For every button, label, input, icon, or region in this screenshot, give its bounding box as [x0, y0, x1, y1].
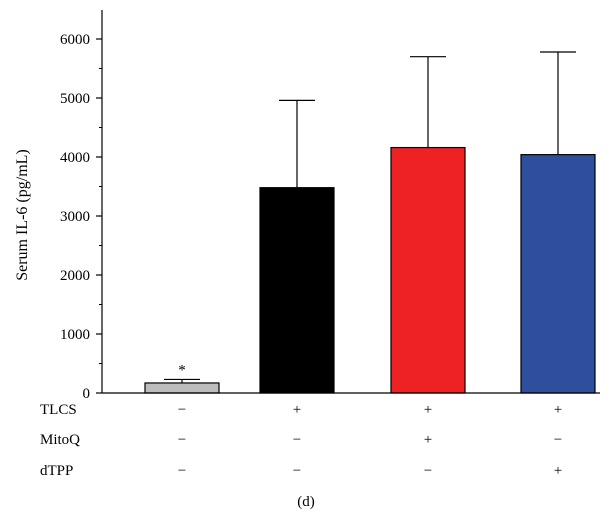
- figure-caption: (d): [297, 494, 315, 510]
- y-tick-label: 0: [83, 386, 91, 402]
- condition-label: TLCS: [40, 402, 77, 418]
- condition-marker: −: [424, 463, 432, 479]
- condition-marker: −: [293, 463, 301, 479]
- condition-marker: −: [178, 432, 186, 448]
- y-tick-label: 3000: [60, 209, 90, 225]
- y-tick-label: 4000: [60, 150, 90, 166]
- condition-marker: +: [554, 402, 562, 418]
- condition-marker: +: [554, 463, 562, 479]
- y-tick-label: 6000: [60, 32, 90, 48]
- bars: [144, 146, 596, 394]
- condition-marker: −: [178, 402, 186, 418]
- y-axis-ticks: 0 1000 2000 3000 4000 5000 6000: [60, 32, 102, 402]
- annotations: *: [178, 362, 186, 378]
- y-tick-label: 5000: [60, 91, 90, 107]
- bar: [520, 154, 596, 394]
- y-tick-label: 1000: [60, 327, 90, 343]
- condition-marker: +: [293, 402, 301, 418]
- condition-marker: +: [424, 402, 432, 418]
- y-axis-label: Serum IL-6 (pg/mL): [14, 149, 31, 281]
- condition-marker: −: [178, 463, 186, 479]
- condition-marker: +: [424, 432, 432, 448]
- bar: [144, 382, 220, 394]
- error-bars: [164, 51, 576, 383]
- significance-asterisk: *: [178, 362, 186, 378]
- condition-marker: −: [554, 432, 562, 448]
- bar: [259, 187, 335, 394]
- y-tick-label: 2000: [60, 268, 90, 284]
- condition-label: dTPP: [40, 463, 73, 479]
- condition-table: TLCS − + + + MitoQ − − + − dTPP − − − +: [40, 402, 562, 479]
- bar: [390, 146, 466, 394]
- condition-marker: −: [293, 432, 301, 448]
- condition-label: MitoQ: [40, 432, 80, 448]
